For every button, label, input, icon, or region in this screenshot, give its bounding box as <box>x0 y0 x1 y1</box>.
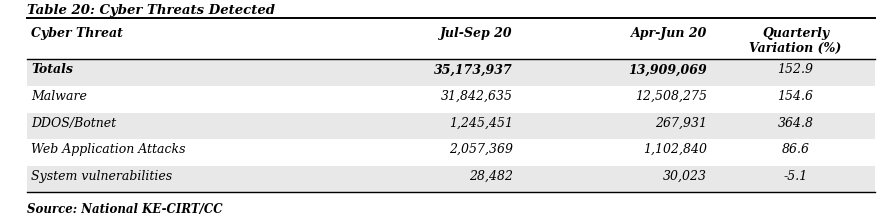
Text: DDOS/Botnet: DDOS/Botnet <box>31 117 116 130</box>
Text: 86.6: 86.6 <box>781 143 810 156</box>
Text: 267,931: 267,931 <box>655 117 707 130</box>
Text: Apr-Jun 20: Apr-Jun 20 <box>631 27 707 40</box>
Text: Malware: Malware <box>31 90 87 103</box>
Text: -5.1: -5.1 <box>783 170 808 183</box>
Text: 30,023: 30,023 <box>663 170 707 183</box>
Text: System vulnerabilities: System vulnerabilities <box>31 170 172 183</box>
Text: 35,173,937: 35,173,937 <box>434 64 513 76</box>
Text: Cyber Threat: Cyber Threat <box>31 27 123 40</box>
Text: 28,482: 28,482 <box>469 170 513 183</box>
Text: 152.9: 152.9 <box>778 64 813 76</box>
Text: 31,842,635: 31,842,635 <box>441 90 513 103</box>
Text: 1,245,451: 1,245,451 <box>449 117 513 130</box>
Text: 1,102,840: 1,102,840 <box>644 143 707 156</box>
Text: Source: National KE-CIRT/CC: Source: National KE-CIRT/CC <box>27 203 222 216</box>
Text: 2,057,369: 2,057,369 <box>449 143 513 156</box>
FancyBboxPatch shape <box>27 113 875 139</box>
Text: 12,508,275: 12,508,275 <box>636 90 707 103</box>
Text: Jul-Sep 20: Jul-Sep 20 <box>440 27 513 40</box>
Text: Quarterly
Variation (%): Quarterly Variation (%) <box>750 27 842 55</box>
Text: Table 20: Cyber Threats Detected: Table 20: Cyber Threats Detected <box>27 4 275 17</box>
Text: Web Application Attacks: Web Application Attacks <box>31 143 186 156</box>
FancyBboxPatch shape <box>27 59 875 86</box>
Text: 364.8: 364.8 <box>778 117 813 130</box>
Text: Totals: Totals <box>31 64 72 76</box>
Text: 154.6: 154.6 <box>778 90 813 103</box>
Text: 13,909,069: 13,909,069 <box>629 64 707 76</box>
FancyBboxPatch shape <box>27 166 875 192</box>
